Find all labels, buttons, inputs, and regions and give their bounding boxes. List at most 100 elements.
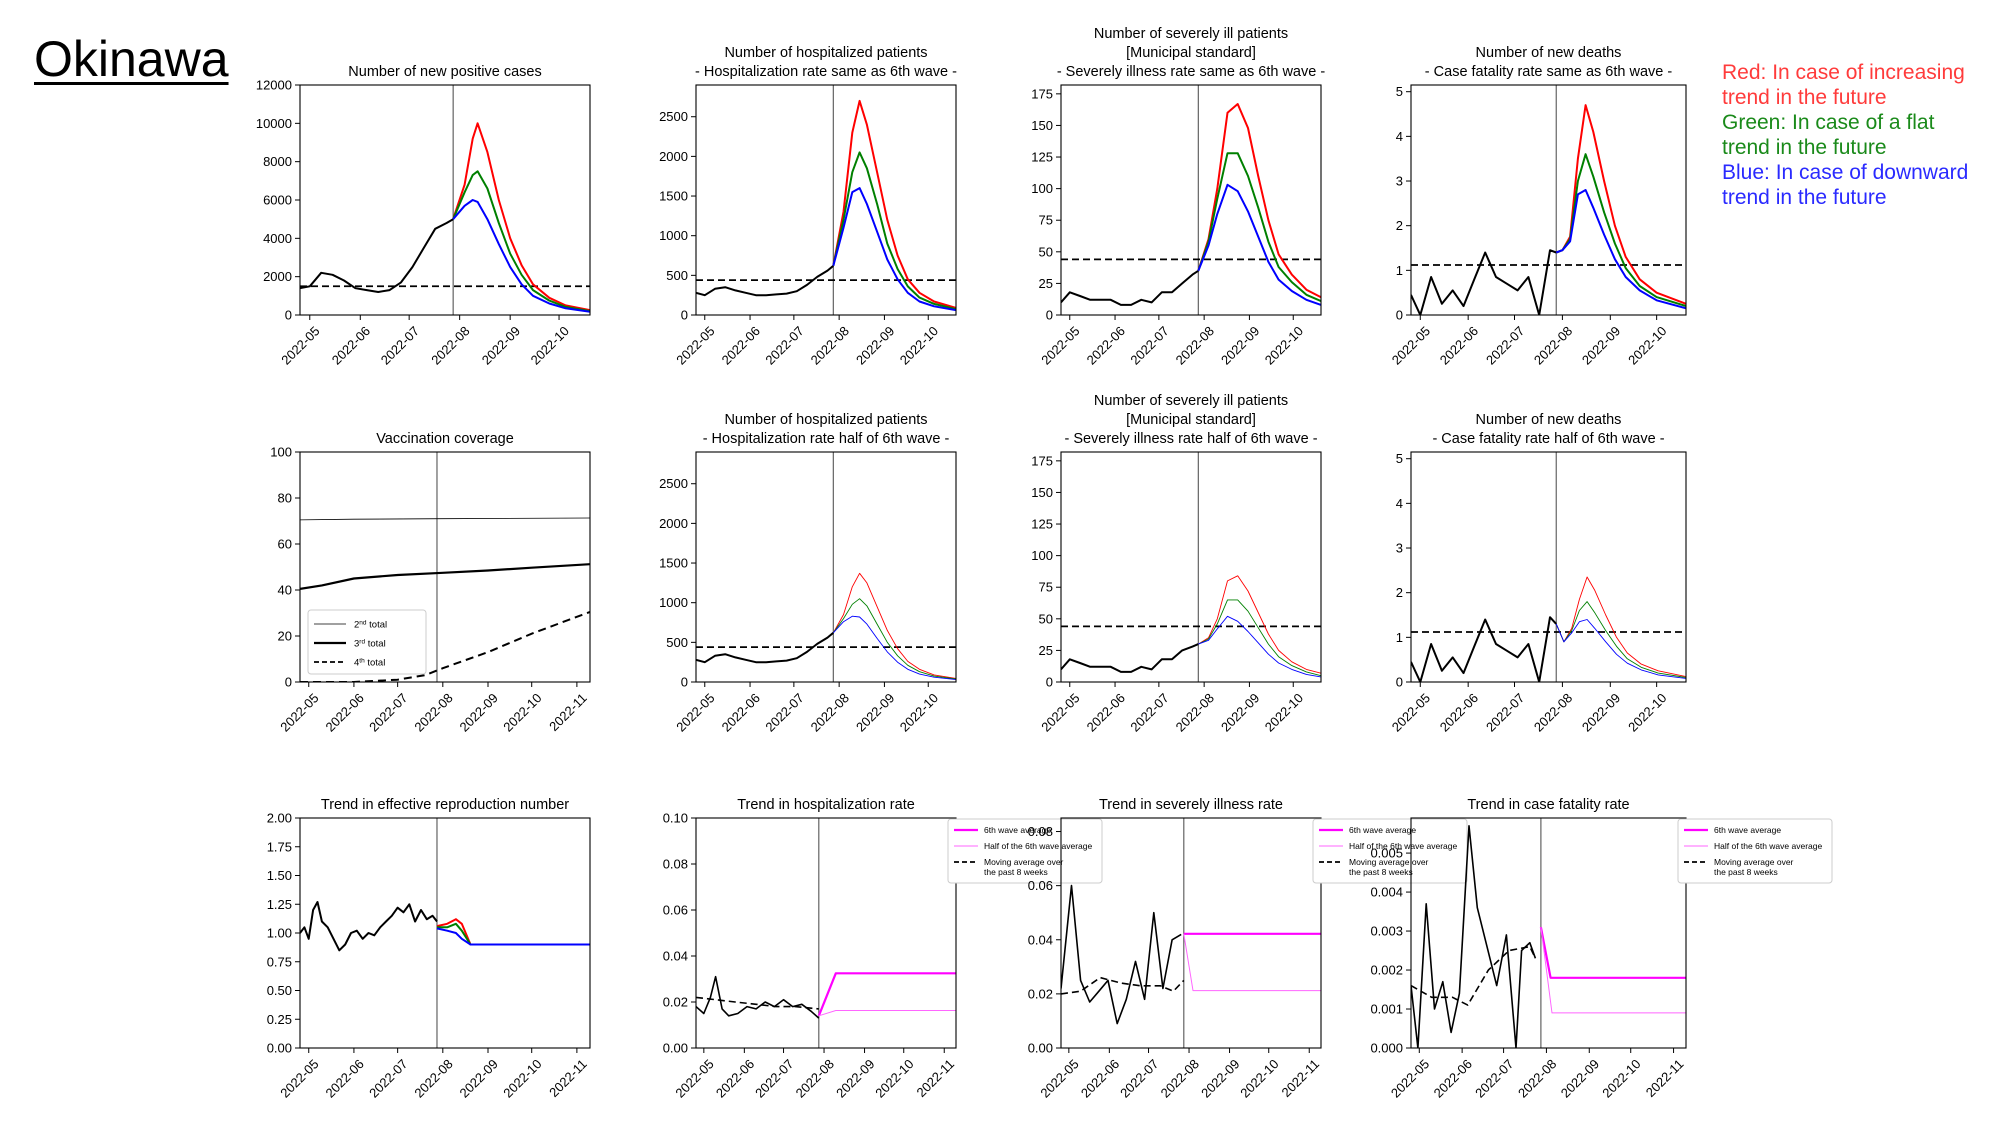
y-tick-label: 50	[1039, 244, 1053, 259]
y-tick-label: 1500	[659, 556, 688, 571]
plot-area	[300, 85, 590, 315]
x-tick-label: 2022-06	[1084, 690, 1128, 734]
y-tick-label: 6000	[263, 193, 292, 208]
y-tick-label: 0.02	[663, 995, 688, 1010]
chart-title-line: - Case fatality rate half of 6th wave -	[1432, 431, 1664, 447]
series-line-3	[832, 187, 956, 312]
x-tick-label: 2022-06	[329, 323, 373, 367]
y-tick-label: 0.08	[663, 857, 688, 872]
series-line-0	[1411, 824, 1537, 1048]
y-tick-label: 0.003	[1370, 924, 1403, 939]
x-tick-label: 2022-05	[277, 690, 321, 734]
legend-label: 6th wave average	[1349, 825, 1416, 835]
chart-title-line: Number of new positive cases	[348, 64, 541, 80]
y-tick-label: 4	[1396, 129, 1403, 144]
y-tick-label: 80	[278, 491, 292, 506]
y-tick-label: 2.00	[267, 811, 292, 826]
series-line-2	[1198, 599, 1321, 677]
y-tick-label: 0.04	[663, 949, 688, 964]
x-tick-label: 2022-11	[1643, 1056, 1687, 1100]
x-tick-label: 2022-09	[457, 690, 501, 734]
x-tick-label: 2022-09	[1218, 323, 1262, 367]
plot-area	[300, 818, 590, 1048]
x-tick-label: 2022-07	[762, 323, 806, 367]
series-line-2	[1555, 153, 1686, 308]
y-tick-label: 0.02	[1028, 986, 1053, 1001]
chart-title-line: Trend in hospitalization rate	[737, 797, 915, 813]
chart-title-line: - Hospitalization rate same as 6th wave …	[695, 64, 957, 80]
legend-red-line1: Red: In case of increasing	[1722, 61, 1965, 84]
y-tick-label: 100	[270, 445, 292, 460]
legend-label: Half of the 6th wave average	[1714, 841, 1822, 851]
chart-title-line: [Municipal standard]	[1126, 412, 1256, 428]
x-tick-label: 2022-07	[1472, 1056, 1516, 1100]
chart-title-line: Number of hospitalized patients	[724, 45, 927, 61]
chart-hosp-half: Number of hospitalized patients - Hospita…	[659, 412, 957, 735]
y-tick-label: 100	[1031, 181, 1053, 196]
plot-area	[300, 452, 590, 682]
chart-title-line: Number of severely ill patients	[1094, 393, 1288, 409]
series-line-1	[1061, 976, 1185, 995]
x-tick-label: 2022-10	[1262, 323, 1306, 367]
y-tick-label: 0	[681, 675, 688, 690]
x-tick-label: 2022-08	[1531, 690, 1575, 734]
x-tick-label: 2022-05	[277, 1056, 321, 1100]
y-tick-label: 8000	[263, 154, 292, 169]
x-tick-label: 2022-09	[479, 323, 523, 367]
x-tick-label: 2022-09	[1198, 1056, 1242, 1100]
y-tick-label: 175	[1031, 453, 1053, 468]
y-tick-label: 0.04	[1028, 932, 1053, 947]
x-tick-label: 2022-08	[1158, 1056, 1202, 1100]
y-tick-label: 50	[1039, 611, 1053, 626]
plot-area	[1411, 85, 1686, 315]
chart-severe-half: Number of severely ill patients [Municipa…	[1031, 393, 1322, 735]
series-line-3	[1555, 619, 1686, 679]
x-tick-label: 2022-08	[1531, 323, 1575, 367]
y-tick-label: 175	[1031, 86, 1053, 101]
x-tick-label: 2022-10	[872, 1056, 916, 1100]
y-tick-label: 2000	[659, 516, 688, 531]
x-tick-label: 2022-07	[1127, 323, 1171, 367]
x-tick-label: 2022-11	[1278, 1056, 1322, 1100]
plot-area	[1411, 452, 1686, 682]
x-tick-label: 2022-09	[1579, 690, 1623, 734]
series-line-1	[300, 563, 590, 590]
y-tick-label: 0.002	[1370, 963, 1403, 978]
series-line-0	[1411, 249, 1557, 315]
y-tick-label: 0.005	[1370, 846, 1403, 861]
series-line-0	[1061, 884, 1182, 1025]
x-tick-label: 2022-09	[457, 1056, 501, 1100]
series-line-0	[696, 265, 834, 297]
chart-title-line: Number of new deaths	[1476, 45, 1622, 61]
x-tick-label: 2022-05	[1038, 323, 1082, 367]
x-tick-label: 2022-07	[366, 690, 410, 734]
x-tick-label: 2022-05	[1038, 690, 1082, 734]
x-tick-label: 2022-10	[1262, 690, 1306, 734]
chart-legend: 2nd total 3rd total 4th total	[307, 609, 427, 675]
series-line-3	[1183, 933, 1321, 992]
x-tick-label: 2022-08	[808, 323, 852, 367]
y-tick-label: 1500	[659, 189, 688, 204]
series-line-0	[1061, 269, 1199, 306]
y-tick-label: 2500	[659, 109, 688, 124]
series-line-3	[436, 927, 590, 946]
legend-label: the past 8 weeks	[1349, 867, 1413, 877]
series-line-2	[300, 610, 590, 682]
series-line-3	[832, 615, 956, 681]
plot-area	[1061, 452, 1321, 682]
series-line-1	[452, 122, 590, 312]
x-tick-label: 2022-08	[793, 1056, 837, 1100]
x-tick-label: 2022-11	[913, 1056, 957, 1100]
scenario-legend: Red: In case of increasing trend in the …	[1722, 60, 1968, 210]
x-tick-label: 2022-07	[1117, 1056, 1161, 1100]
series-line-1	[696, 996, 819, 1010]
series-line-2	[832, 598, 956, 680]
x-tick-label: 2022-07	[1127, 690, 1171, 734]
y-tick-label: 75	[1039, 213, 1053, 228]
x-tick-label: 2022-06	[1078, 1056, 1122, 1100]
x-tick-label: 2022-10	[500, 1056, 544, 1100]
y-tick-label: 0.004	[1370, 885, 1403, 900]
y-tick-label: 2000	[659, 149, 688, 164]
